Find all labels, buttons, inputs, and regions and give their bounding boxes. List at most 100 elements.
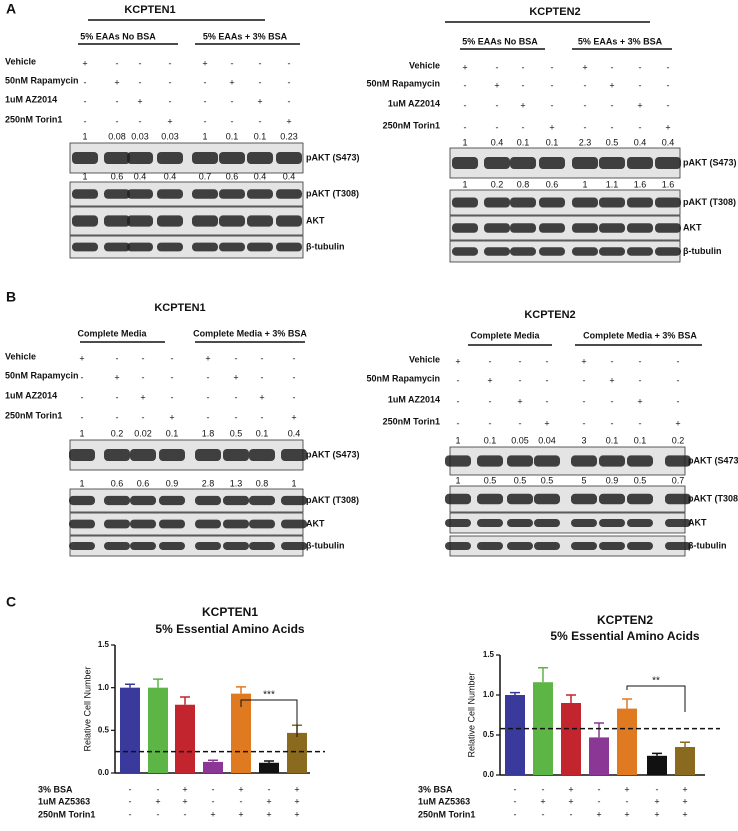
chart-subtitle: 5% Essential Amino Acids — [155, 622, 304, 636]
bar — [561, 703, 581, 775]
y-tick-label: 0.5 — [483, 730, 495, 739]
treatment-label: Vehicle — [5, 351, 36, 361]
treatment-sign: - — [84, 77, 87, 87]
treatment-sign: - — [551, 100, 554, 110]
condition-sign: + — [596, 809, 601, 819]
treatment-sign: - — [142, 353, 145, 363]
blot-band — [599, 223, 625, 233]
quant-label: 0.4 — [283, 171, 296, 181]
condition-sign: + — [266, 809, 271, 819]
quant-label: 0.1 — [166, 428, 179, 438]
quant-label: 0.9 — [606, 475, 619, 485]
blot-band — [484, 223, 510, 233]
quant-label: 0.4 — [134, 171, 147, 181]
row-label: AKT — [688, 517, 707, 527]
blot-band — [130, 542, 156, 550]
treatment-sign: - — [584, 122, 587, 132]
blot-band — [157, 215, 183, 227]
blot-band — [281, 519, 307, 529]
quant-label: 0.03 — [131, 131, 149, 141]
error-bar — [153, 678, 163, 688]
treatment-sign: - — [611, 122, 614, 132]
row-label: pAKT (T308) — [306, 188, 359, 198]
condition-label: 3% BSA — [38, 784, 73, 794]
blot-band — [510, 223, 536, 233]
quant-label: 0.1 — [256, 428, 269, 438]
blot-band — [627, 455, 653, 467]
blot-band — [627, 542, 653, 550]
blot-band — [484, 197, 510, 208]
significance-label: *** — [263, 690, 275, 701]
bar — [231, 693, 251, 773]
blot-band — [534, 519, 560, 527]
y-tick-label: 1.5 — [483, 650, 495, 659]
quant-label: 2.8 — [202, 478, 215, 488]
blot-band — [157, 242, 183, 252]
blot-band — [195, 495, 221, 506]
blot-band — [69, 449, 95, 461]
treatment-sign: - — [259, 58, 262, 68]
blot-band — [130, 519, 156, 529]
treatment-sign: - — [84, 96, 87, 106]
condition-sign: - — [656, 784, 659, 794]
treatment-label: 1uM AZ2014 — [388, 98, 440, 108]
y-axis-label: Relative Cell Number — [466, 672, 476, 757]
error-bar — [125, 683, 135, 688]
treatment-sign: + — [609, 80, 614, 90]
blot-band — [223, 542, 249, 550]
blot-band — [157, 152, 183, 164]
quant-label: 1.6 — [634, 179, 647, 189]
quant-label: 0.4 — [254, 171, 267, 181]
condition-sign: + — [238, 809, 243, 819]
error-bar — [622, 698, 632, 709]
treatment-sign: - — [464, 100, 467, 110]
quant-label: 1.1 — [606, 179, 619, 189]
condition-sign: + — [654, 796, 659, 806]
treatment-sign: - — [667, 62, 670, 72]
treatment-sign: + — [455, 356, 460, 366]
row-label: pAKT (T308) — [683, 197, 736, 207]
blot-band — [627, 247, 653, 256]
treatment-sign: - — [639, 62, 642, 72]
blot-band — [72, 215, 98, 227]
quant-label: 0.8 — [256, 478, 269, 488]
blot-band — [477, 455, 503, 467]
group-label: Complete Media + 3% BSA — [583, 330, 697, 340]
condition-sign: + — [266, 796, 271, 806]
treatment-sign: - — [235, 392, 238, 402]
quant-label: 0.6 — [111, 171, 124, 181]
treatment-sign: - — [235, 353, 238, 363]
y-axis-label: Relative Cell Number — [82, 666, 92, 751]
treatment-sign: - — [288, 96, 291, 106]
treatment-sign: + — [609, 375, 614, 385]
blot-band — [510, 197, 536, 208]
treatment-sign: - — [81, 392, 84, 402]
condition-sign: - — [129, 796, 132, 806]
condition-label: 250nM Torin1 — [418, 809, 475, 819]
blot-title: KCPTEN2 — [529, 6, 580, 18]
condition-sign: - — [514, 809, 517, 819]
treatment-sign: - — [489, 396, 492, 406]
treatment-sign: + — [233, 372, 238, 382]
blot-band — [130, 495, 156, 506]
treatment-sign: - — [457, 396, 460, 406]
chart-title: KCPTEN1 — [202, 605, 258, 619]
bar — [675, 747, 695, 775]
treatment-sign: - — [293, 392, 296, 402]
blot-band — [247, 152, 273, 164]
treatment-sign: - — [171, 392, 174, 402]
treatment-sign: + — [487, 375, 492, 385]
quant-label: 1.8 — [202, 428, 215, 438]
treatment-label: 1uM AZ2014 — [5, 94, 57, 104]
blot-band — [247, 189, 273, 199]
blot-band — [507, 519, 533, 527]
blot-band — [104, 152, 130, 164]
blot-band — [477, 519, 503, 527]
blot-band — [507, 493, 533, 505]
condition-sign: + — [682, 784, 687, 794]
bar — [259, 762, 279, 773]
chart-subtitle: 5% Essential Amino Acids — [550, 629, 699, 643]
blot-band — [655, 247, 681, 256]
treatment-sign: - — [81, 412, 84, 422]
treatment-sign: + — [517, 396, 522, 406]
